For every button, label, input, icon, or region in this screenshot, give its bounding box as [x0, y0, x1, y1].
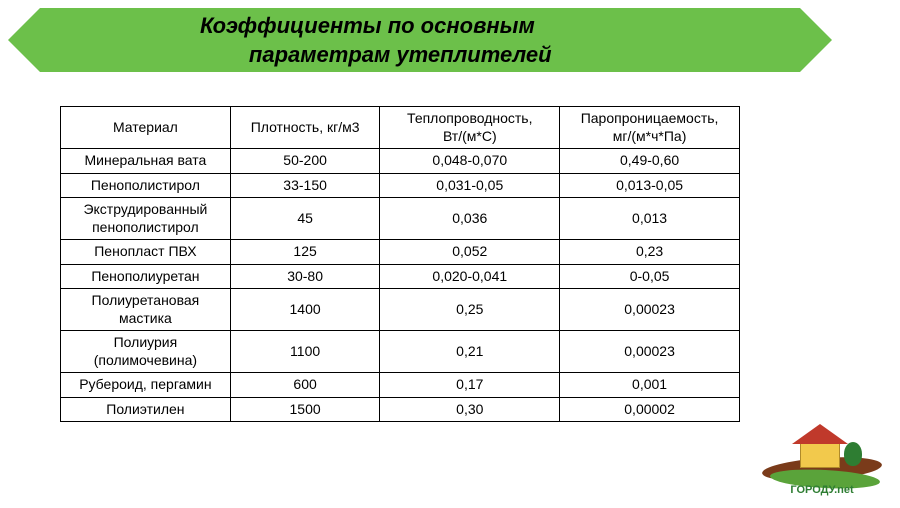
cell-thermal: 0,036 — [380, 198, 560, 240]
page-title: Коэффициенты по основным параметрам утеп… — [200, 12, 552, 69]
col-header-material: Материал — [61, 107, 231, 149]
cell-thermal: 0,020-0,041 — [380, 264, 560, 289]
site-logo: ГОРОДУ.net — [762, 424, 882, 494]
cell-density: 1100 — [230, 331, 380, 373]
cell-vapor: 0,23 — [560, 240, 740, 265]
cell-thermal: 0,031-0,05 — [380, 173, 560, 198]
cell-material: Рубероид, пергамин — [61, 373, 231, 398]
col-header-thermal: Теплопроводность, Вт/(м*С) — [380, 107, 560, 149]
table-row: Экструдированный пенополистирол450,0360,… — [61, 198, 740, 240]
cell-material: Пенополистирол — [61, 173, 231, 198]
logo-roof-shape — [792, 424, 848, 444]
table-row: Полиуретановая мастика14000,250,00023 — [61, 289, 740, 331]
cell-vapor: 0,00023 — [560, 289, 740, 331]
table-row: Полиэтилен15000,300,00002 — [61, 397, 740, 422]
cell-density: 1400 — [230, 289, 380, 331]
cell-thermal: 0,048-0,070 — [380, 149, 560, 174]
table-header-row: Материал Плотность, кг/м3 Теплопроводнос… — [61, 107, 740, 149]
cell-density: 600 — [230, 373, 380, 398]
cell-material: Полиэтилен — [61, 397, 231, 422]
col-header-vapor: Паропроницаемость, мг/(м*ч*Па) — [560, 107, 740, 149]
cell-vapor: 0-0,05 — [560, 264, 740, 289]
cell-vapor: 0,001 — [560, 373, 740, 398]
cell-thermal: 0,21 — [380, 331, 560, 373]
cell-thermal: 0,30 — [380, 397, 560, 422]
cell-density: 125 — [230, 240, 380, 265]
logo-house-shape — [800, 442, 840, 468]
cell-density: 33-150 — [230, 173, 380, 198]
title-line-2: параметрам утеплителей — [249, 42, 552, 67]
cell-material: Полиурия (полимочевина) — [61, 331, 231, 373]
cell-vapor: 0,49-0,60 — [560, 149, 740, 174]
cell-material: Пенопласт ПВХ — [61, 240, 231, 265]
cell-material: Экструдированный пенополистирол — [61, 198, 231, 240]
logo-tree-shape — [844, 442, 862, 466]
col-header-density: Плотность, кг/м3 — [230, 107, 380, 149]
cell-density: 45 — [230, 198, 380, 240]
cell-thermal: 0,17 — [380, 373, 560, 398]
table-row: Пенополистирол33-1500,031-0,050,013-0,05 — [61, 173, 740, 198]
table-row: Пенополиуретан30-800,020-0,0410-0,05 — [61, 264, 740, 289]
cell-density: 30-80 — [230, 264, 380, 289]
logo-text: ГОРОДУ.net — [762, 484, 882, 496]
cell-thermal: 0,25 — [380, 289, 560, 331]
table-body: Минеральная вата50-2000,048-0,0700,49-0,… — [61, 149, 740, 422]
cell-material: Минеральная вата — [61, 149, 231, 174]
title-banner: Коэффициенты по основным параметрам утеп… — [0, 8, 900, 88]
table-row: Рубероид, пергамин6000,170,001 — [61, 373, 740, 398]
cell-thermal: 0,052 — [380, 240, 560, 265]
cell-vapor: 0,00002 — [560, 397, 740, 422]
cell-density: 1500 — [230, 397, 380, 422]
table-row: Пенопласт ПВХ1250,0520,23 — [61, 240, 740, 265]
coefficients-table: Материал Плотность, кг/м3 Теплопроводнос… — [60, 106, 740, 422]
cell-material: Пенополиуретан — [61, 264, 231, 289]
table-row: Полиурия (полимочевина)11000,210,00023 — [61, 331, 740, 373]
cell-density: 50-200 — [230, 149, 380, 174]
table-row: Минеральная вата50-2000,048-0,0700,49-0,… — [61, 149, 740, 174]
table-header: Материал Плотность, кг/м3 Теплопроводнос… — [61, 107, 740, 149]
cell-vapor: 0,013 — [560, 198, 740, 240]
cell-vapor: 0,013-0,05 — [560, 173, 740, 198]
cell-material: Полиуретановая мастика — [61, 289, 231, 331]
cell-vapor: 0,00023 — [560, 331, 740, 373]
title-line-1: Коэффициенты по основным — [200, 13, 535, 38]
coefficients-table-container: Материал Плотность, кг/м3 Теплопроводнос… — [60, 106, 740, 422]
